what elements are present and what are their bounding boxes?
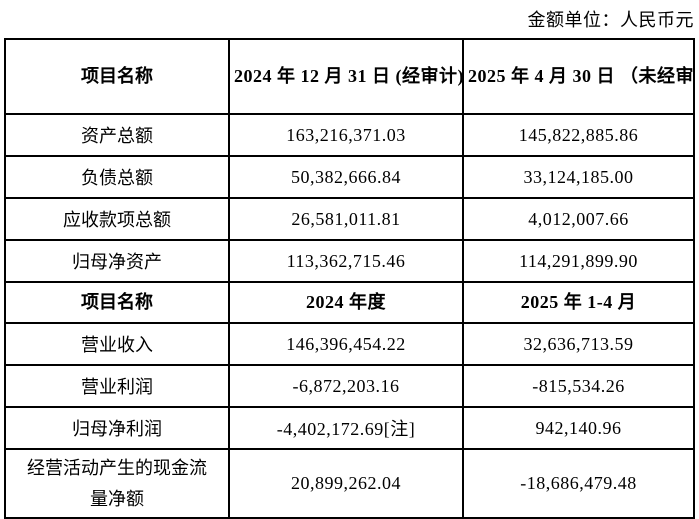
- column-header-item-name: 项目名称: [4, 38, 230, 115]
- row-label: 资产总额: [4, 113, 230, 157]
- table-row-operating-revenue: 营业收入 146,396,454.22 32,636,713.59: [4, 322, 695, 366]
- value-cell: 942,140.96: [462, 406, 695, 450]
- row-label: 营业利润: [4, 364, 230, 408]
- row-label: 应收款项总额: [4, 197, 230, 241]
- row-label: 归母净资产: [4, 239, 230, 283]
- value-cell: 146,396,454.22: [228, 322, 464, 366]
- financial-summary-table: 项目名称 2024 年 12 月 31 日 (经审计) 2025 年 4 月 3…: [4, 38, 695, 519]
- row-label: 负债总额: [4, 155, 230, 199]
- value-cell: 114,291,899.90: [462, 239, 695, 283]
- table-row-net-profit: 归母净利润 -4,402,172.69[注] 942,140.96: [4, 406, 695, 450]
- value-cell: -4,402,172.69[注]: [228, 406, 464, 450]
- table-row-total-assets: 资产总额 163,216,371.03 145,822,885.86: [4, 113, 695, 157]
- column-header-item-name: 项目名称: [4, 281, 230, 324]
- column-header-period-2025: 2025 年 1-4 月: [462, 281, 695, 324]
- table-header-row-income: 项目名称 2024 年度 2025 年 1-4 月: [4, 281, 695, 324]
- column-header-period-2024: 2024 年度: [228, 281, 464, 324]
- value-cell: 33,124,185.00: [462, 155, 695, 199]
- row-label: 经营活动产生的现金流量净额: [4, 448, 230, 519]
- table-row-operating-cash-flow: 经营活动产生的现金流量净额 20,899,262.04 -18,686,479.…: [4, 448, 695, 519]
- table-row-total-liabilities: 负债总额 50,382,666.84 33,124,185.00: [4, 155, 695, 199]
- column-header-date-2025: 2025 年 4 月 30 日 （未经审计）: [462, 38, 695, 115]
- table-row-operating-profit: 营业利润 -6,872,203.16 -815,534.26: [4, 364, 695, 408]
- value-cell: 50,382,666.84: [228, 155, 464, 199]
- table-header-row-balance: 项目名称 2024 年 12 月 31 日 (经审计) 2025 年 4 月 3…: [4, 38, 695, 115]
- value-cell: 32,636,713.59: [462, 322, 695, 366]
- column-header-date-2024: 2024 年 12 月 31 日 (经审计): [228, 38, 464, 115]
- value-cell: -815,534.26: [462, 364, 695, 408]
- value-cell: -6,872,203.16: [228, 364, 464, 408]
- table-row-net-assets: 归母净资产 113,362,715.46 114,291,899.90: [4, 239, 695, 283]
- value-cell: -18,686,479.48: [462, 448, 695, 519]
- value-cell: 163,216,371.03: [228, 113, 464, 157]
- value-cell: 26,581,011.81: [228, 197, 464, 241]
- value-cell: 113,362,715.46: [228, 239, 464, 283]
- currency-unit-label: 金额单位：人民币元: [527, 10, 694, 30]
- row-label: 营业收入: [4, 322, 230, 366]
- table-row-total-receivables: 应收款项总额 26,581,011.81 4,012,007.66: [4, 197, 695, 241]
- value-cell: 145,822,885.86: [462, 113, 695, 157]
- value-cell: 4,012,007.66: [462, 197, 695, 241]
- row-label: 归母净利润: [4, 406, 230, 450]
- value-cell: 20,899,262.04: [228, 448, 464, 519]
